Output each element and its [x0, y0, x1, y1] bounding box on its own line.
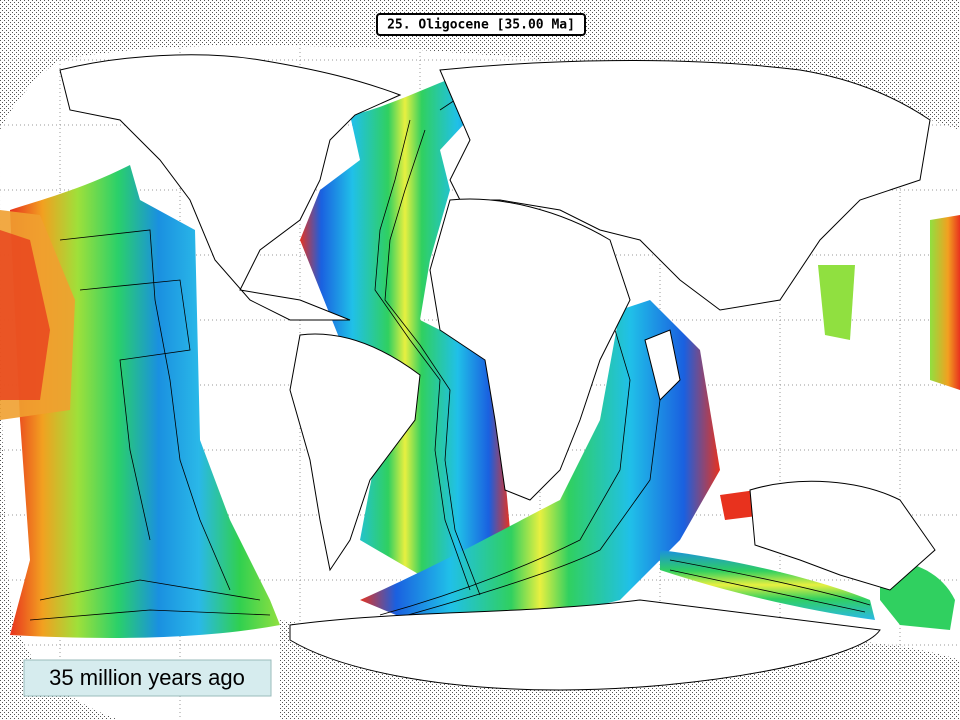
south-america: [289, 333, 421, 572]
title-box: [376, 13, 586, 36]
isochrons: [29, 79, 871, 621]
pacific-floor: [0, 230, 50, 400]
ocean-patch: [818, 265, 855, 340]
africa: [429, 198, 631, 501]
caption: 35 million years ago: [49, 665, 245, 690]
ocean-stipple: [0, 0, 960, 130]
north-america: [59, 54, 402, 321]
caption-box: [23, 659, 272, 697]
pacific-floor-east: [930, 215, 960, 390]
eurasia: [439, 60, 931, 311]
antarctica: [289, 599, 881, 691]
ocean-stipple: [0, 130, 120, 720]
madagascar: [644, 329, 681, 401]
australia: [749, 480, 936, 591]
continents: [59, 54, 936, 691]
pacific-floor: [10, 165, 280, 638]
atlantic-floor: [300, 75, 510, 580]
map-title: 25. Oligocene [35.00 Ma]: [387, 18, 575, 33]
